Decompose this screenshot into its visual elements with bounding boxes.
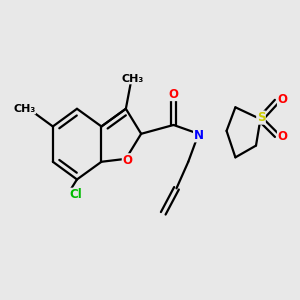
Text: CH₃: CH₃: [13, 104, 35, 114]
Text: O: O: [169, 88, 178, 100]
Text: CH₃: CH₃: [121, 74, 143, 84]
Text: O: O: [278, 130, 287, 143]
Text: O: O: [278, 93, 287, 106]
Text: O: O: [122, 154, 132, 167]
Text: Cl: Cl: [69, 188, 82, 201]
Text: N: N: [194, 129, 204, 142]
Text: S: S: [257, 111, 265, 124]
